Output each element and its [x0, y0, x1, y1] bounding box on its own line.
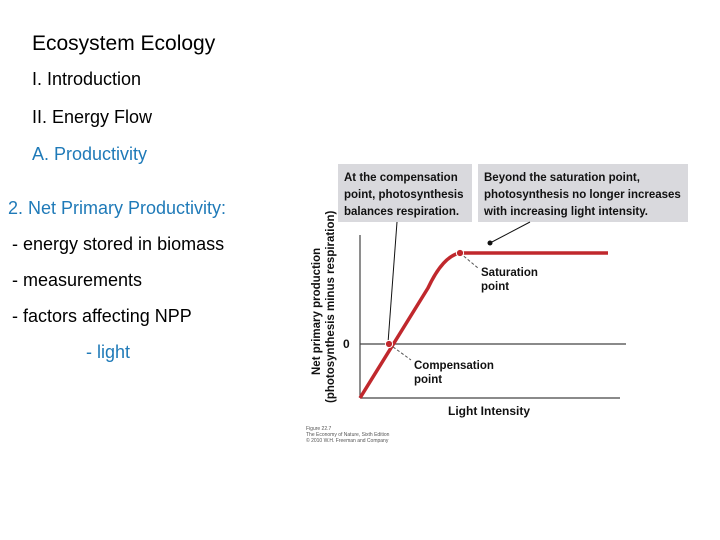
callout-compensation-line-2: point, photosynthesis: [344, 189, 463, 201]
callout-box-saturation: [478, 164, 688, 222]
pointer-saturation-tip: [487, 240, 493, 246]
callout-compensation-line-1: At the compensation: [344, 172, 458, 184]
callout-saturation-line-1: Beyond the saturation point,: [484, 172, 640, 184]
figure-credit-line-1: Figure 22.7: [306, 426, 332, 432]
compensation-label-line-2: point: [414, 374, 442, 386]
outline-item-net-primary-productivity: 2. Net Primary Productivity:: [8, 198, 227, 218]
callout-saturation-line-2: photosynthesis no longer increases: [484, 189, 681, 201]
bullet-energy-stored: - energy stored in biomass: [12, 234, 225, 254]
callout-saturation-line-3: with increasing light intensity.: [483, 206, 648, 218]
outline-item-productivity: A. Productivity: [32, 144, 148, 164]
bullet-light: - light: [86, 342, 131, 362]
saturation-leader: [459, 252, 479, 269]
compensation-leader: [388, 343, 412, 361]
slide-title: Ecosystem Ecology: [32, 32, 216, 55]
y-axis-label-line-1: Net primary production: [311, 248, 323, 375]
compensation-point-marker: [384, 339, 394, 349]
callout-compensation-line-3: balances respiration.: [344, 206, 459, 218]
pointer-compensation: [387, 221, 398, 344]
figure-credit-line-3: © 2010 W.H. Freeman and Company: [306, 437, 389, 444]
callout-box-compensation: [338, 164, 472, 222]
outline-item-introduction: I. Introduction: [32, 69, 142, 89]
pointer-saturation: [489, 221, 531, 244]
outline-item-energy-flow: II. Energy Flow: [32, 107, 153, 127]
y-axis-label-line-2: (photosynthesis minus respiration): [325, 211, 337, 403]
compensation-label-line-1: Compensation: [414, 360, 494, 372]
bullet-factors-npp: - factors affecting NPP: [12, 306, 192, 326]
saturation-label-line-1: Saturation: [481, 267, 538, 279]
x-axis-label: Light Intensity: [448, 404, 530, 418]
zero-tick-label: 0: [343, 337, 350, 351]
figure-credit-line-2: The Economy of Nature, Sixth Edition: [306, 432, 390, 438]
bullet-measurements: - measurements: [12, 270, 143, 290]
saturation-point-marker: [455, 248, 465, 258]
npp-light-figure: At the compensation point, photosynthesi…: [306, 164, 688, 444]
saturation-label-line-2: point: [481, 281, 509, 293]
